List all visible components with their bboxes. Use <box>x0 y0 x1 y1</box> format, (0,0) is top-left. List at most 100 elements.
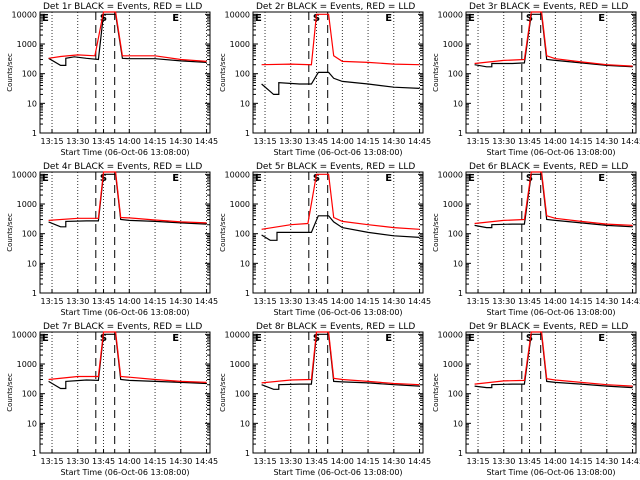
x-axis-label: Start Time (06-Oct-06 13:08:00) <box>60 308 189 317</box>
marker-e: E <box>598 173 605 184</box>
x-tick-label: 13:45 <box>92 297 115 306</box>
x-tick-label: 13:30 <box>66 457 89 466</box>
x-tick-label: 13:15 <box>253 297 276 306</box>
y-tick-label: 1 <box>458 129 463 138</box>
x-tick-label: 13:45 <box>92 457 115 466</box>
y-axis-label: Counts/sec <box>6 53 14 92</box>
x-tick-label: 13:30 <box>279 457 302 466</box>
x-axis-label: Start Time (06-Oct-06 13:08:00) <box>273 468 402 477</box>
x-tick-label: 14:15 <box>144 297 167 306</box>
panel-title: Det 1r BLACK = Events, RED = LLD <box>43 2 202 12</box>
y-tick-label: 100 <box>22 230 37 239</box>
marker-e: E <box>598 13 605 24</box>
plot-frame <box>39 331 211 454</box>
y-tick-label: 1 <box>245 129 250 138</box>
x-axis-label: Start Time (06-Oct-06 13:08:00) <box>273 308 402 317</box>
y-tick-label: 10 <box>453 419 463 428</box>
plot-frame <box>465 331 637 454</box>
marker-left-edge: E <box>468 333 475 344</box>
plot-frame <box>39 171 211 294</box>
x-tick-label: 14:45 <box>195 137 218 146</box>
x-tick-label: 14:45 <box>195 297 218 306</box>
x-tick-label: 13:45 <box>518 297 541 306</box>
x-tick-label: 14:00 <box>331 137 354 146</box>
x-tick-label: 13:15 <box>466 137 489 146</box>
y-axis-label: Counts/sec <box>6 213 14 252</box>
x-tick-label: 14:15 <box>357 137 380 146</box>
x-tick-label: 14:15 <box>144 457 167 466</box>
x-tick-label: 13:15 <box>253 137 276 146</box>
x-axis-label: Start Time (06-Oct-06 13:08:00) <box>273 148 402 157</box>
x-tick-label: 14:30 <box>169 137 192 146</box>
series-events-line <box>474 173 633 229</box>
marker-left-edge: E <box>255 173 262 184</box>
y-tick-label: 100 <box>448 70 463 79</box>
series-events-line <box>474 13 633 68</box>
x-tick-label: 14:30 <box>382 457 405 466</box>
panel-title: Det 9r BLACK = Events, RED = LLD <box>469 322 628 332</box>
y-tick-label: 100 <box>448 390 463 399</box>
y-tick-label: 100 <box>235 390 250 399</box>
y-tick-label: 10000 <box>225 170 250 179</box>
y-tick-label: 10 <box>240 99 250 108</box>
y-tick-label: 1 <box>245 449 250 458</box>
x-tick-label: 14:15 <box>570 457 593 466</box>
y-tick-label: 1 <box>458 289 463 298</box>
x-tick-label: 14:15 <box>144 137 167 146</box>
x-tick-label: 13:45 <box>305 297 328 306</box>
series-lld-line <box>261 13 420 66</box>
x-tick-label: 14:30 <box>382 297 405 306</box>
x-tick-label: 13:45 <box>518 457 541 466</box>
x-tick-label: 14:15 <box>570 297 593 306</box>
x-tick-label: 13:15 <box>253 457 276 466</box>
x-tick-label: 13:45 <box>305 457 328 466</box>
y-tick-label: 100 <box>22 70 37 79</box>
marker-left-edge: E <box>255 13 262 24</box>
x-axis-label: Start Time (06-Oct-06 13:08:00) <box>486 468 615 477</box>
x-tick-label: 14:00 <box>544 457 567 466</box>
y-tick-label: 10 <box>27 99 37 108</box>
y-axis-label: Counts/sec <box>432 53 440 92</box>
y-axis-label: Counts/sec <box>219 53 227 92</box>
y-tick-label: 10 <box>240 419 250 428</box>
x-tick-label: 13:30 <box>492 137 515 146</box>
panel-title: Det 6r BLACK = Events, RED = LLD <box>469 162 628 172</box>
x-tick-label: 13:30 <box>66 137 89 146</box>
series-lld-line <box>261 173 420 230</box>
series-lld-line <box>261 331 420 386</box>
y-tick-label: 1000 <box>443 40 463 49</box>
marker-left-edge: E <box>468 173 475 184</box>
x-tick-label: 14:45 <box>621 297 640 306</box>
x-tick-label: 14:45 <box>408 457 431 466</box>
y-tick-label: 100 <box>22 390 37 399</box>
x-tick-label: 14:15 <box>357 297 380 306</box>
x-tick-label: 13:15 <box>466 297 489 306</box>
marker-e: E <box>385 333 392 344</box>
panel-det-1: Det 1r BLACK = Events, RED = LLD 13:15 13:… <box>6 2 218 157</box>
y-tick-label: 100 <box>448 230 463 239</box>
y-axis-label: Counts/sec <box>219 373 227 412</box>
marker-e: E <box>172 333 179 344</box>
y-tick-label: 1000 <box>17 200 37 209</box>
x-tick-label: 14:15 <box>357 457 380 466</box>
y-tick-label: 1000 <box>17 360 37 369</box>
y-axis-label: Counts/sec <box>432 373 440 412</box>
panel-title: Det 4r BLACK = Events, RED = LLD <box>43 162 202 172</box>
series-lld-line <box>474 171 633 226</box>
plot-frame <box>252 331 424 454</box>
x-tick-label: 14:45 <box>408 137 431 146</box>
series-events-line <box>48 13 207 66</box>
marker-left-edge: E <box>42 173 49 184</box>
marker-e: E <box>172 13 179 24</box>
y-tick-label: 10 <box>240 259 250 268</box>
x-tick-label: 13:15 <box>40 137 63 146</box>
panel-title: Det 2r BLACK = Events, RED = LLD <box>256 2 415 12</box>
x-axis-label: Start Time (06-Oct-06 13:08:00) <box>60 148 189 157</box>
y-axis-label: Counts/sec <box>432 213 440 252</box>
x-tick-label: 14:30 <box>595 137 618 146</box>
